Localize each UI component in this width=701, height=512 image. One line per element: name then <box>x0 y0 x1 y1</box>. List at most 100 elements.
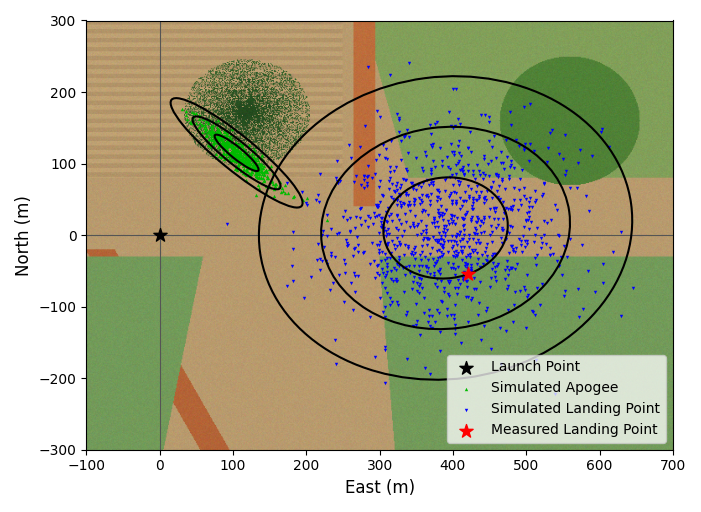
Simulated Landing Point <box>521 240 532 248</box>
Simulated Landing Point <box>400 210 411 218</box>
Simulated Apogee <box>237 162 248 170</box>
Simulated Landing Point <box>372 202 383 210</box>
Simulated Landing Point <box>550 390 561 398</box>
Simulated Landing Point <box>321 260 332 268</box>
Simulated Landing Point <box>350 172 361 180</box>
Simulated Landing Point <box>384 293 395 302</box>
Simulated Landing Point <box>498 225 509 233</box>
Simulated Apogee <box>231 141 243 150</box>
Simulated Landing Point <box>501 234 512 243</box>
Simulated Apogee <box>239 150 250 158</box>
Simulated Landing Point <box>429 280 440 288</box>
Simulated Landing Point <box>428 214 440 222</box>
Simulated Landing Point <box>433 267 444 275</box>
Simulated Apogee <box>209 130 220 138</box>
Simulated Apogee <box>231 142 242 150</box>
Simulated Landing Point <box>393 116 404 124</box>
Simulated Apogee <box>207 132 219 140</box>
Simulated Landing Point <box>524 213 535 221</box>
Simulated Landing Point <box>311 255 322 264</box>
Simulated Apogee <box>246 162 257 170</box>
Simulated Landing Point <box>456 249 468 257</box>
Simulated Landing Point <box>552 257 563 265</box>
Simulated Landing Point <box>456 165 468 173</box>
Simulated Apogee <box>243 169 254 177</box>
Simulated Landing Point <box>349 269 360 278</box>
Simulated Apogee <box>229 150 240 158</box>
Simulated Landing Point <box>354 143 365 152</box>
Simulated Landing Point <box>376 221 388 229</box>
Simulated Landing Point <box>438 239 449 247</box>
Simulated Apogee <box>242 152 253 160</box>
Simulated Landing Point <box>503 249 514 257</box>
Simulated Apogee <box>255 153 266 161</box>
Simulated Landing Point <box>449 271 461 279</box>
Simulated Landing Point <box>363 172 374 180</box>
Simulated Apogee <box>231 138 242 146</box>
Simulated Landing Point <box>547 249 559 258</box>
Simulated Apogee <box>237 144 248 153</box>
Simulated Landing Point <box>457 274 468 282</box>
Simulated Landing Point <box>454 228 465 236</box>
Simulated Landing Point <box>463 167 474 175</box>
Simulated Landing Point <box>315 169 326 178</box>
Simulated Apogee <box>233 155 245 163</box>
Simulated Landing Point <box>419 207 430 215</box>
Simulated Landing Point <box>463 243 475 251</box>
Simulated Landing Point <box>341 216 353 224</box>
Simulated Landing Point <box>391 196 402 204</box>
Simulated Landing Point <box>395 201 407 209</box>
Simulated Apogee <box>236 154 247 162</box>
Simulated Landing Point <box>517 248 528 257</box>
Simulated Apogee <box>240 153 251 161</box>
Simulated Landing Point <box>495 159 506 167</box>
Simulated Landing Point <box>378 191 389 200</box>
Simulated Landing Point <box>386 180 397 188</box>
Simulated Landing Point <box>365 261 376 269</box>
Simulated Landing Point <box>583 267 594 275</box>
Simulated Apogee <box>203 127 214 136</box>
Simulated Landing Point <box>430 259 442 267</box>
Simulated Landing Point <box>363 62 374 71</box>
Simulated Landing Point <box>452 249 463 257</box>
Simulated Landing Point <box>558 242 569 250</box>
Simulated Apogee <box>208 127 219 136</box>
Simulated Apogee <box>224 136 236 144</box>
Simulated Apogee <box>279 189 290 198</box>
Simulated Landing Point <box>524 208 535 217</box>
Simulated Apogee <box>243 157 254 165</box>
Simulated Landing Point <box>523 157 534 165</box>
Simulated Landing Point <box>486 157 497 165</box>
Simulated Landing Point <box>531 355 542 364</box>
Simulated Landing Point <box>478 194 489 202</box>
Simulated Landing Point <box>381 271 392 279</box>
Simulated Apogee <box>207 121 219 129</box>
Simulated Landing Point <box>493 221 504 229</box>
Simulated Apogee <box>213 126 224 134</box>
Simulated Apogee <box>247 168 258 176</box>
Simulated Landing Point <box>454 157 465 165</box>
Simulated Apogee <box>187 113 198 121</box>
Simulated Apogee <box>238 161 250 169</box>
Simulated Apogee <box>220 154 231 162</box>
Simulated Landing Point <box>468 199 479 207</box>
Simulated Landing Point <box>587 152 598 160</box>
Simulated Apogee <box>257 163 268 172</box>
Simulated Apogee <box>265 178 276 186</box>
Simulated Landing Point <box>391 298 402 306</box>
Simulated Landing Point <box>371 106 382 115</box>
Simulated Apogee <box>219 154 231 162</box>
Simulated Apogee <box>208 130 219 138</box>
Simulated Apogee <box>224 140 235 148</box>
Simulated Landing Point <box>437 241 449 249</box>
Simulated Landing Point <box>414 289 425 297</box>
Simulated Landing Point <box>573 159 584 167</box>
Simulated Landing Point <box>442 248 454 256</box>
Simulated Apogee <box>238 152 249 160</box>
Simulated Landing Point <box>391 260 402 268</box>
Simulated Apogee <box>231 150 243 158</box>
Simulated Landing Point <box>461 261 472 269</box>
Simulated Landing Point <box>519 237 531 245</box>
Simulated Apogee <box>263 183 274 191</box>
Simulated Apogee <box>242 157 253 165</box>
